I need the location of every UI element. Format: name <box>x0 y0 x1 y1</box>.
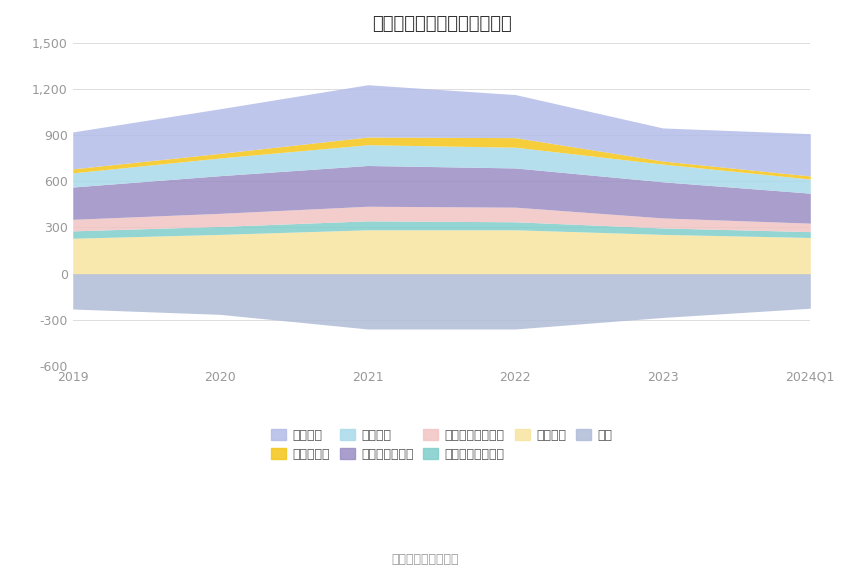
Legend: 货币资金, 结算备付金, 融出资金, 交易性金融资产, 买入返售金融资产, 其他债权投资合计, 金融投资, 其它: 货币资金, 结算备付金, 融出资金, 交易性金融资产, 买入返售金融资产, 其他… <box>266 424 617 466</box>
Text: 数据来源：恒生聚源: 数据来源：恒生聚源 <box>391 553 459 566</box>
Title: 历年主要资产堆积图（亿元）: 历年主要资产堆积图（亿元） <box>371 15 512 33</box>
